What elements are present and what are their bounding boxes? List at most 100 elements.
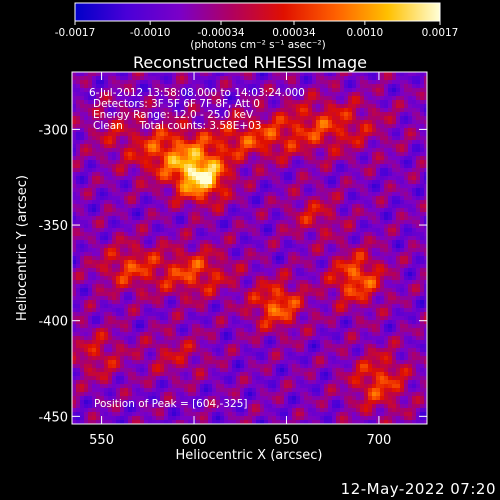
heatmap-cell [264,120,269,125]
heatmap-cell [240,288,245,293]
heatmap-cell [184,276,189,281]
heatmap-cell [424,96,427,101]
heatmap-cell [264,148,269,153]
heatmap-cell [292,132,297,137]
heatmap-cell [300,88,305,93]
heatmap-cell [356,128,361,133]
heatmap-cell [164,104,169,109]
heatmap-cell [216,124,221,129]
heatmap-cell [104,116,109,121]
heatmap-cell [392,252,397,257]
heatmap-cell [412,292,417,297]
heatmap-cell [124,292,129,297]
heatmap-cell [256,72,261,77]
heatmap-cell [120,76,125,81]
heatmap-cell [228,200,233,205]
heatmap-cell [92,212,97,217]
heatmap-cell [324,168,329,173]
heatmap-cell [156,276,161,281]
heatmap-cell [184,104,189,109]
heatmap-cell [380,164,385,169]
heatmap-cell [272,168,277,173]
heatmap-cell [300,192,305,197]
heatmap-cell [384,140,389,145]
heatmap-cell [392,276,397,281]
heatmap-cell [408,204,413,209]
heatmap-cell [284,276,289,281]
heatmap-cell [344,108,349,113]
heatmap-cell [128,180,133,185]
heatmap-cell [104,168,109,173]
heatmap-cell [176,248,181,253]
heatmap-cell [220,156,225,161]
heatmap-cell [388,228,393,233]
heatmap-cell [236,184,241,189]
heatmap-cell [124,104,129,109]
heatmap-cell [384,160,389,165]
heatmap-cell [348,204,353,209]
heatmap-cell [128,160,133,165]
heatmap-cell [96,84,101,89]
heatmap-cell [160,72,165,77]
heatmap-cell [232,264,237,269]
heatmap-cell [128,176,133,181]
heatmap-cell [160,84,165,89]
heatmap-cell [300,196,305,201]
heatmap-cell [204,220,209,225]
heatmap-cell [400,168,405,173]
heatmap-cell [76,112,81,117]
heatmap-cell [376,180,381,185]
heatmap-cell [384,184,389,189]
heatmap-cell [144,260,149,265]
heatmap-cell [240,72,245,77]
heatmap-cell [216,288,221,293]
heatmap-cell [392,188,397,193]
heatmap-cell [136,284,141,289]
heatmap-cell [124,268,129,273]
heatmap-cell [392,216,397,221]
heatmap-cell [276,152,281,157]
heatmap-cell [80,88,85,93]
heatmap-cell [352,156,357,161]
heatmap-cell [196,152,201,157]
heatmap-cell [304,148,309,153]
heatmap-cell [396,268,401,273]
heatmap-cell [120,280,125,285]
heatmap-cell [424,252,427,257]
heatmap-cell [404,80,409,85]
heatmap-cell [396,200,401,205]
heatmap-cell [224,224,229,229]
heatmap-cell [136,108,141,113]
heatmap-cell [76,196,81,201]
heatmap-cell [136,184,141,189]
heatmap-cell [328,124,333,129]
heatmap-cell [296,260,301,265]
heatmap-cell [200,164,205,169]
heatmap-cell [148,244,153,249]
heatmap-cell [344,172,349,177]
heatmap-cell [324,76,329,81]
heatmap-cell [136,120,141,125]
heatmap-cell [260,168,265,173]
heatmap-cell [96,264,101,269]
heatmap-cell [408,116,413,121]
heatmap-cell [280,188,285,193]
heatmap-cell [408,284,413,289]
heatmap-cell [312,132,317,137]
heatmap-cell [180,288,185,293]
heatmap-cell [284,188,289,193]
heatmap-cell [296,268,301,273]
heatmap-cell [108,184,113,189]
heatmap-cell [112,256,117,261]
heatmap-cell [268,96,273,101]
heatmap-cell [104,240,109,245]
heatmap-cell [328,100,333,105]
heatmap-cell [256,80,261,85]
heatmap-cell [196,236,201,241]
heatmap-cell [172,200,177,205]
heatmap-cell [184,80,189,85]
heatmap-cell [84,156,89,161]
heatmap-cell [240,168,245,173]
heatmap-cell [88,144,93,149]
heatmap-cell [400,204,405,209]
